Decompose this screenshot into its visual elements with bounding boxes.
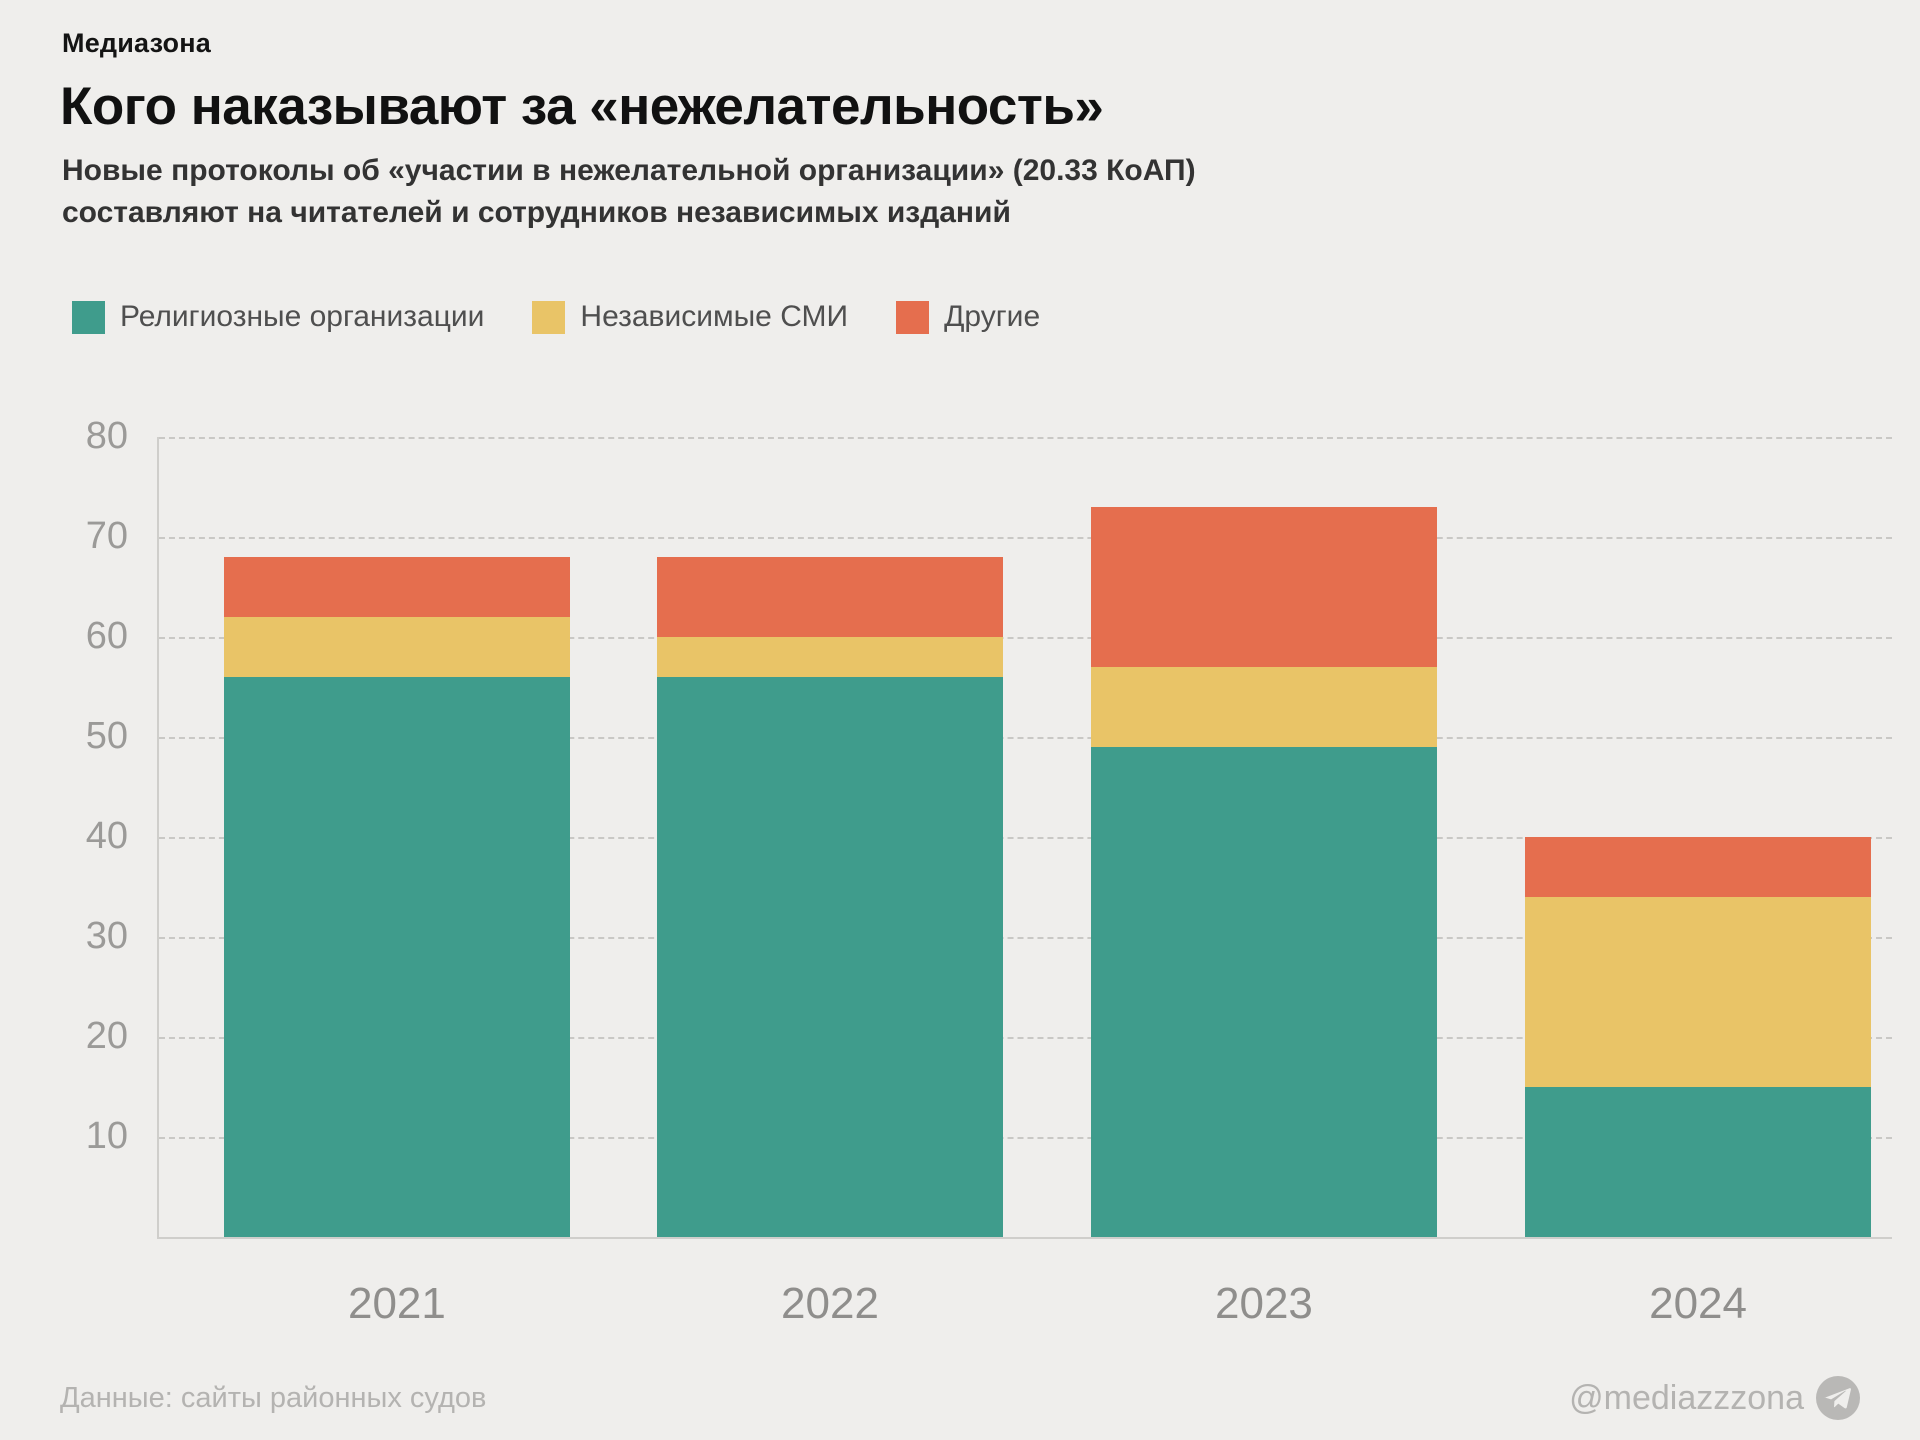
legend-item-1: Религиозные организации (72, 300, 484, 334)
bar-2021-segment-Независимые СМИ[interactable] (223, 617, 570, 677)
y-axis-tick-40: 40 (85, 815, 128, 857)
bar-2022[interactable] (656, 557, 1004, 1237)
bar-2024-segment-Независимые СМИ[interactable] (1525, 897, 1872, 1087)
bar-2021[interactable] (223, 557, 570, 1237)
y-axis-tick-20: 20 (85, 1015, 128, 1057)
chart-legend: Религиозные организации Независимые СМИ Др… (72, 300, 1040, 334)
bar-2024[interactable] (1525, 837, 1872, 1237)
legend-label: Другие (944, 300, 1041, 333)
y-axis-tick-70: 70 (85, 515, 128, 557)
gridline-y30 (159, 937, 1892, 939)
bar-2021-segment-Другие[interactable] (223, 557, 570, 617)
bar-2023[interactable] (1090, 507, 1437, 1237)
gridline-y80 (159, 437, 1892, 439)
gridline-y10 (159, 1137, 1892, 1139)
legend-item-3: Другие (896, 300, 1040, 334)
subtitle-line-1: Новые протоколы об «участии в нежелатель… (62, 154, 1196, 187)
gridline-y40 (159, 837, 1892, 839)
y-axis-tick-80: 80 (85, 415, 128, 457)
x-axis-label-2021: 2021 (347, 1279, 446, 1328)
bar-2023-segment-Другие[interactable] (1090, 507, 1437, 667)
gridline-y60 (159, 637, 1892, 639)
bar-2023-segment-Независимые СМИ[interactable] (1090, 667, 1437, 747)
y-axis-tick-60: 60 (85, 615, 128, 657)
y-axis-tick-50: 50 (85, 715, 128, 757)
data-source-note: Данные: сайты районных судов (60, 1382, 487, 1414)
x-axis-label-2022: 2022 (781, 1279, 879, 1328)
legend-swatch (532, 300, 566, 334)
bar-2024-segment-Другие[interactable] (1525, 837, 1872, 897)
bar-2024-segment-Религиозные организации[interactable] (1525, 1087, 1872, 1237)
bar-2022-segment-Независимые СМИ[interactable] (656, 637, 1004, 677)
legend-swatch (896, 300, 930, 334)
x-axis-label-2023: 2023 (1215, 1279, 1313, 1328)
gridline-y70 (159, 537, 1892, 539)
bar-2022-segment-Религиозные организации[interactable] (656, 677, 1004, 1237)
gridline-y20 (159, 1037, 1892, 1039)
social-handle-text[interactable]: @mediazzzona (1569, 1378, 1804, 1417)
stacked-bar-chart: 10 20 30 40 50 60 70 80 2021 2022 2023 2024 (86, 415, 1892, 1328)
y-axis-tick-10: 10 (85, 1115, 128, 1157)
social-handle[interactable]: @mediazzzona (1569, 1376, 1860, 1420)
x-axis-label-2024: 2024 (1649, 1279, 1747, 1328)
gridline-y50 (159, 737, 1892, 739)
bar-2021-segment-Религиозные организации[interactable] (223, 677, 570, 1237)
bar-2022-segment-Другие[interactable] (656, 557, 1004, 637)
legend-label: Независимые СМИ (580, 300, 849, 333)
y-axis-tick-30: 30 (85, 915, 128, 957)
subtitle-line-2: составляют на читателей и сотрудников не… (62, 196, 1011, 229)
chart-subtitle: Новые протоколы об «участии в нежелатель… (62, 150, 1462, 234)
legend-label: Религиозные организации (120, 300, 485, 333)
legend-item-2: Независимые СМИ (532, 300, 848, 334)
legend-swatch (72, 300, 105, 334)
bar-2023-segment-Религиозные организации[interactable] (1090, 747, 1437, 1237)
brand-logo: Медиазона (62, 28, 211, 58)
page-title: Кого наказывают за «нежелательность» (60, 77, 1104, 136)
telegram-icon[interactable] (1816, 1376, 1860, 1420)
